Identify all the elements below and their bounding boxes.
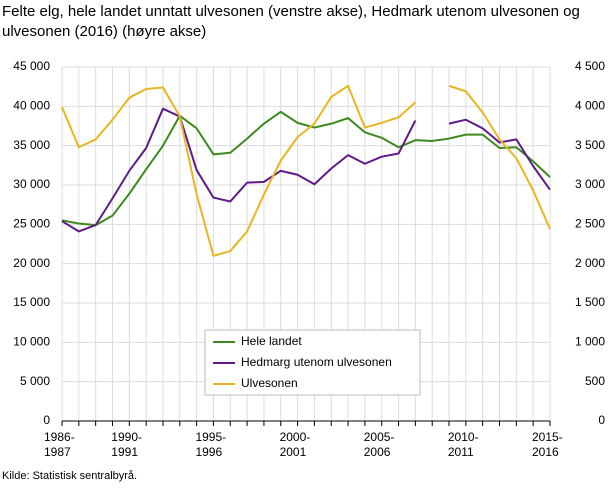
legend-label: Hedmarg utenom ulvesonen — [241, 355, 392, 369]
y2-tick-label: 4 500 — [575, 59, 605, 73]
legend-box — [204, 329, 421, 396]
y2-tick-label: 500 — [585, 374, 605, 388]
chart-title: Felte elg, hele landet unntatt ulvesonen… — [2, 3, 580, 40]
x-tick-label: 1995-1996 — [195, 430, 227, 459]
y2-tick-label: 4 000 — [575, 99, 605, 113]
x-tick-label: 1990-1991 — [111, 430, 142, 459]
y-tick-label: 0 — [43, 413, 50, 427]
y-tick-label: 40 000 — [13, 99, 50, 113]
x-tick-label: 2005-2006 — [363, 430, 395, 459]
x-tick-label: 2000-2001 — [279, 430, 311, 459]
x-tick-label: 2010-2011 — [447, 430, 479, 459]
y-tick-label: 5 000 — [20, 374, 50, 388]
y2-tick-label: 0 — [598, 413, 605, 427]
series-line — [61, 84, 551, 257]
legend-label: Hele landet — [241, 334, 302, 348]
y-tick-label: 15 000 — [13, 295, 50, 309]
x-tick-label: 1986-1987 — [44, 430, 75, 459]
series-line — [61, 110, 551, 227]
y2-tick-label: 3 500 — [575, 138, 605, 152]
series-line — [61, 107, 551, 233]
y2-tick-label: 1 000 — [575, 335, 605, 349]
y-tick-label: 20 000 — [13, 256, 50, 270]
y-tick-label: 45 000 — [13, 59, 50, 73]
source: Kilde: Statistisk sentralbyrå. — [2, 470, 138, 482]
y2-tick-label: 2 000 — [575, 256, 605, 270]
y2-tick-label: 3 000 — [575, 177, 605, 191]
y-tick-label: 10 000 — [13, 335, 50, 349]
y-tick-label: 30 000 — [13, 177, 50, 191]
legend-label: Ulvesonen — [241, 376, 298, 390]
y-tick-label: 35 000 — [13, 138, 50, 152]
y-tick-label: 25 000 — [13, 217, 50, 231]
y2-tick-label: 2 500 — [575, 217, 605, 231]
y2-tick-label: 1 500 — [575, 295, 605, 309]
x-tick-label: 2015-2016 — [532, 430, 563, 459]
